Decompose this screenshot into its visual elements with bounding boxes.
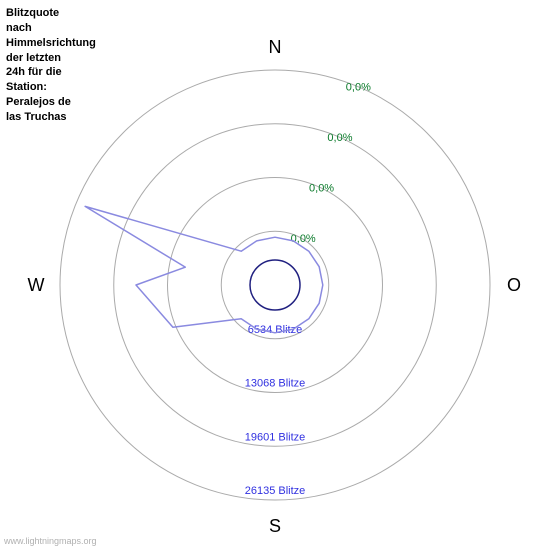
ring-count-label: 6534 Blitze — [248, 324, 302, 336]
grid-ring — [221, 231, 329, 339]
grid-ring — [168, 178, 383, 393]
cardinal-label: O — [507, 275, 521, 295]
ring-count-label: 26135 Blitze — [245, 485, 306, 497]
ring-pct-label: 0,0% — [291, 233, 316, 245]
hub-circle — [250, 260, 300, 310]
cardinal-label: N — [269, 37, 282, 57]
cardinal-label: W — [28, 275, 45, 295]
ring-pct-label: 0,0% — [346, 81, 371, 93]
polar-chart: 0,0% 0,0% 0,0% 0,0% 6534 Blitze 13068 Blitze… — [0, 0, 550, 550]
ring-pct-label: 0,0% — [327, 132, 352, 144]
rose-polygon — [85, 206, 323, 332]
ring-pct-label: 0,0% — [309, 183, 334, 195]
attribution: www.lightningmaps.org — [4, 536, 97, 546]
ring-count-label: 13068 Blitze — [245, 378, 306, 390]
cardinal-label: S — [269, 516, 281, 536]
ring-count-label: 19601 Blitze — [245, 431, 306, 443]
grid-ring — [114, 124, 437, 447]
